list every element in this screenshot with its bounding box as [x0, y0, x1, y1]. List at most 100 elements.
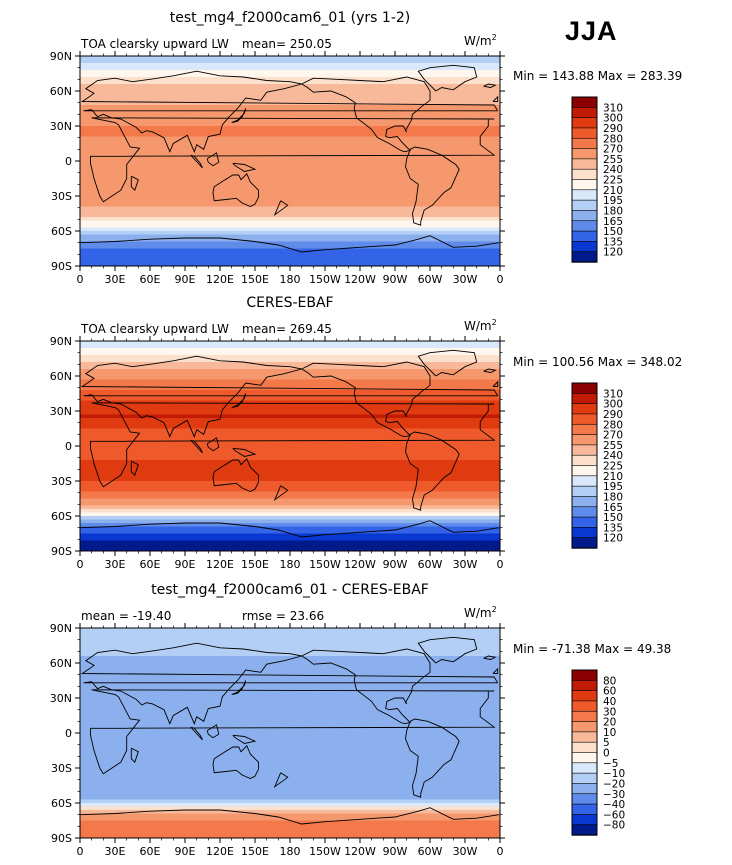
x-tick-label: 150E — [241, 273, 269, 286]
minmax-label: Min = 100.56 Max = 348.02 — [513, 355, 682, 369]
latitude-band — [80, 248, 500, 253]
colorbar-label: 135 — [603, 522, 623, 534]
latitude-band — [80, 421, 500, 426]
colorbar-frame — [571, 96, 598, 263]
coastline — [232, 162, 257, 172]
colorbar-swatch — [571, 403, 598, 415]
latitude-band — [80, 817, 500, 822]
colorbar-swatch — [571, 230, 598, 243]
latitude-band — [80, 502, 500, 507]
latitude-band — [80, 73, 500, 78]
colorbar-swatch — [571, 485, 598, 498]
coastline — [212, 745, 259, 779]
x-tick-label: 0 — [497, 273, 504, 286]
latitude-band — [80, 66, 500, 71]
coastline — [492, 95, 499, 102]
colorbar-swatch — [571, 783, 598, 795]
latitude-band — [80, 792, 500, 797]
coastline-overlay — [80, 64, 499, 253]
coastline — [273, 485, 289, 501]
x-tick-label: 150W — [309, 273, 341, 286]
latitude-band — [80, 98, 500, 103]
latitude-band — [80, 178, 500, 183]
latitude-band — [80, 547, 500, 551]
latitude-band — [80, 432, 500, 437]
latitude-band — [80, 70, 500, 75]
colorbar-label: 240 — [603, 450, 623, 462]
x-tick-label: 120W — [344, 845, 376, 858]
colorbar-swatch — [571, 506, 598, 518]
coastline — [492, 667, 499, 674]
colorbar-swatch — [571, 434, 598, 446]
colorbar-swatch — [571, 803, 598, 816]
latitude-band — [80, 262, 500, 266]
latitude-band — [80, 189, 500, 194]
latitude-band — [80, 453, 500, 458]
colorbar-label: 195 — [603, 481, 623, 493]
latitude-band — [80, 404, 500, 409]
latitude-band — [80, 449, 500, 454]
coastline — [301, 76, 431, 153]
x-tick-label: 150W — [309, 558, 341, 571]
colorbar-swatch — [571, 516, 598, 529]
colorbar-label: 20 — [603, 717, 616, 729]
latitude-band — [80, 806, 500, 811]
latitude-band — [80, 400, 500, 405]
latitude-band — [80, 635, 500, 640]
latitude-band — [80, 80, 500, 85]
coastline — [206, 724, 220, 739]
latitude-band — [80, 761, 500, 766]
x-tick-label: 30W — [453, 558, 478, 571]
latitude-band — [80, 463, 500, 468]
latitude-band — [80, 733, 500, 738]
contour-field — [80, 628, 500, 838]
colorbar-label: 280 — [603, 133, 623, 145]
latitude-band — [80, 355, 500, 360]
colorbar-swatch — [571, 210, 598, 222]
colorbar-swatch — [571, 527, 598, 539]
latitude-band — [80, 192, 500, 197]
colorbar-swatch — [571, 465, 598, 477]
latitude-band — [80, 750, 500, 755]
coastline — [417, 64, 478, 92]
coastline — [190, 154, 203, 169]
x-tick-label: 60E — [140, 845, 161, 858]
coastline — [405, 431, 460, 511]
latitude-band — [80, 87, 500, 92]
colorbar-swatch — [571, 537, 598, 549]
coastline — [273, 772, 289, 788]
colorbar-swatch — [571, 731, 598, 743]
latitude-band — [80, 670, 500, 675]
latitude-band — [80, 414, 500, 419]
latitude-band — [80, 224, 500, 229]
colorbar-label: −40 — [603, 799, 625, 811]
latitude-band — [80, 119, 500, 124]
x-tick-label: 90W — [383, 273, 408, 286]
latitude-band — [80, 666, 500, 671]
latitude-band — [80, 365, 500, 370]
coastline — [273, 200, 289, 216]
latitude-band — [80, 768, 500, 773]
colorbar-swatch — [571, 741, 598, 754]
y-tick-label: 60N — [50, 370, 72, 383]
latitude-band — [80, 526, 500, 531]
colorbar-swatch — [571, 168, 598, 181]
latitude-band — [80, 425, 500, 430]
latitude-band — [80, 115, 500, 120]
latitude-band — [80, 372, 500, 377]
colorbar-swatch — [571, 454, 598, 467]
latitude-band — [80, 824, 500, 829]
colorbar-swatch — [571, 189, 598, 201]
latitude-band — [80, 663, 500, 668]
latitude-band — [80, 652, 500, 657]
x-tick-label: 150E — [241, 845, 269, 858]
colorbar-swatch — [571, 393, 598, 405]
latitude-band — [80, 519, 500, 524]
latitude-band — [80, 810, 500, 815]
colorbar-label: 165 — [603, 216, 623, 228]
map-axes: 0 30E 60E 90E 120E 150E 180 150W 120W 90W 60W 30W 09… — [50, 335, 505, 571]
latitude-band — [80, 456, 500, 461]
coastline — [80, 642, 499, 725]
panel-title: test_mg4_f2000cam6_01 - CERES-EBAF — [151, 582, 429, 598]
map-axes: 0 30E 60E 90E 120E 150E 180 150W 120W 90W 60W 30W 09… — [50, 50, 505, 286]
